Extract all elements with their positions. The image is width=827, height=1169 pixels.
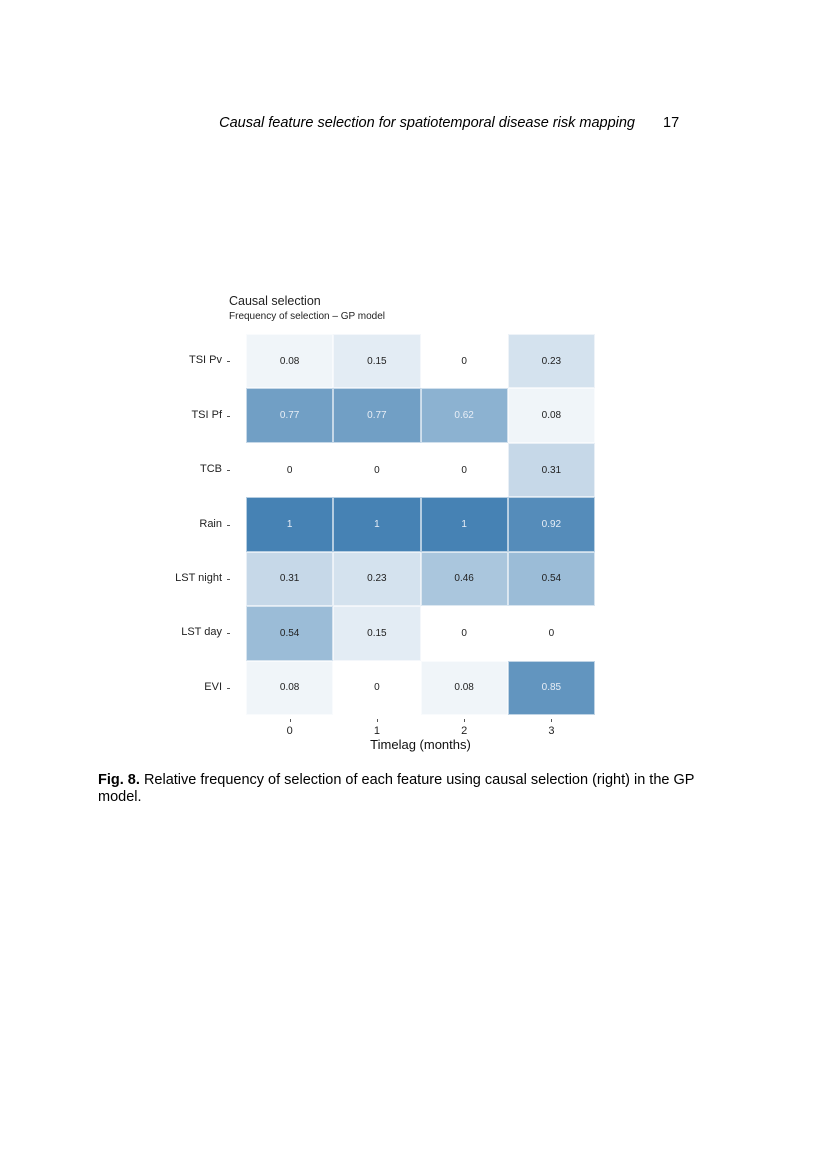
heatmap-cell: 0 [420, 334, 508, 389]
heatmap-cell: 0.92 [507, 497, 595, 552]
heatmap-cell: 0 [333, 442, 421, 498]
heatmap-cell: 0.23 [507, 334, 595, 389]
heatmap-cell: 0.31 [246, 551, 334, 607]
x-axis-title: Timelag (months) [370, 737, 471, 752]
heatmap-cell: 0.08 [420, 660, 508, 715]
x-tick-mark [464, 719, 466, 722]
y-tick-label: EVI [204, 680, 222, 693]
figure-label: Fig. 8. [98, 772, 140, 788]
heatmap-cell: 0.77 [333, 388, 421, 443]
running-title: Causal feature selection for spatiotempo… [219, 115, 635, 131]
page-number: 17 [663, 115, 680, 131]
heatmap-cell: 0.54 [507, 551, 595, 607]
heatmap-cell: 0.77 [246, 388, 334, 443]
heatmap-cell: 0.08 [246, 334, 334, 389]
x-tick-mark [289, 719, 291, 722]
figure-caption: Fig. 8. Relative frequency of selection … [98, 772, 698, 806]
y-tick-label: TCB [200, 463, 222, 476]
y-tick-mark [227, 415, 230, 417]
y-tick-mark [227, 524, 230, 526]
x-tick-mark [551, 719, 553, 722]
heatmap-cell: 0.08 [507, 388, 595, 443]
y-tick-label: LST day [181, 626, 222, 639]
y-tick-mark [227, 361, 230, 363]
x-tick-label: 1 [373, 725, 380, 737]
y-tick-label: Rain [199, 517, 222, 530]
heatmap-cell: 1 [333, 497, 421, 552]
y-tick-mark [227, 633, 230, 635]
heatmap-cell: 0 [246, 442, 334, 498]
heatmap-cell: 0.85 [507, 660, 595, 715]
y-tick-label: TSI Pv [188, 354, 222, 367]
heatmap-cell: 0.62 [420, 388, 508, 443]
y-tick-mark [227, 687, 230, 689]
caption-text: Relative frequency of selection of each … [98, 772, 695, 805]
heatmap-cell: 1 [420, 497, 508, 552]
y-tick-mark [227, 470, 230, 472]
y-tick-mark [227, 578, 230, 580]
chart-title: Causal selection [229, 294, 321, 308]
running-header: Causal feature selection for spatiotempo… [0, 115, 827, 133]
heatmap-cell: 0.23 [333, 551, 421, 607]
x-tick-label: 0 [286, 725, 293, 737]
heatmap-cell: 0.15 [333, 606, 421, 661]
heatmap-cell: 0.15 [333, 334, 421, 389]
heatmap-grid: 0.08 0.15 0 0.23 0.77 0.77 0.62 0.08 0 0 0 0.31 1 1 1 0… [246, 334, 595, 715]
heatmap-cell: 0 [420, 606, 508, 661]
heatmap-cell: 0 [333, 660, 421, 715]
heatmap-cell: 0.08 [246, 660, 334, 715]
chart-subtitle: Frequency of selection – GP model [229, 311, 386, 322]
x-tick-mark [376, 719, 378, 722]
y-tick-label: LST night [175, 571, 222, 584]
heatmap-cell: 1 [246, 497, 334, 552]
x-tick-label: 2 [461, 725, 468, 737]
x-tick-label: 3 [548, 725, 555, 737]
heatmap-cell: 0.46 [420, 551, 508, 607]
heatmap-cell: 0 [420, 442, 508, 498]
heatmap-cell: 0.54 [246, 606, 334, 661]
heatmap-cell: 0 [507, 606, 595, 661]
y-tick-label: TSI Pf [191, 408, 222, 421]
heatmap-cell: 0.31 [507, 442, 595, 498]
